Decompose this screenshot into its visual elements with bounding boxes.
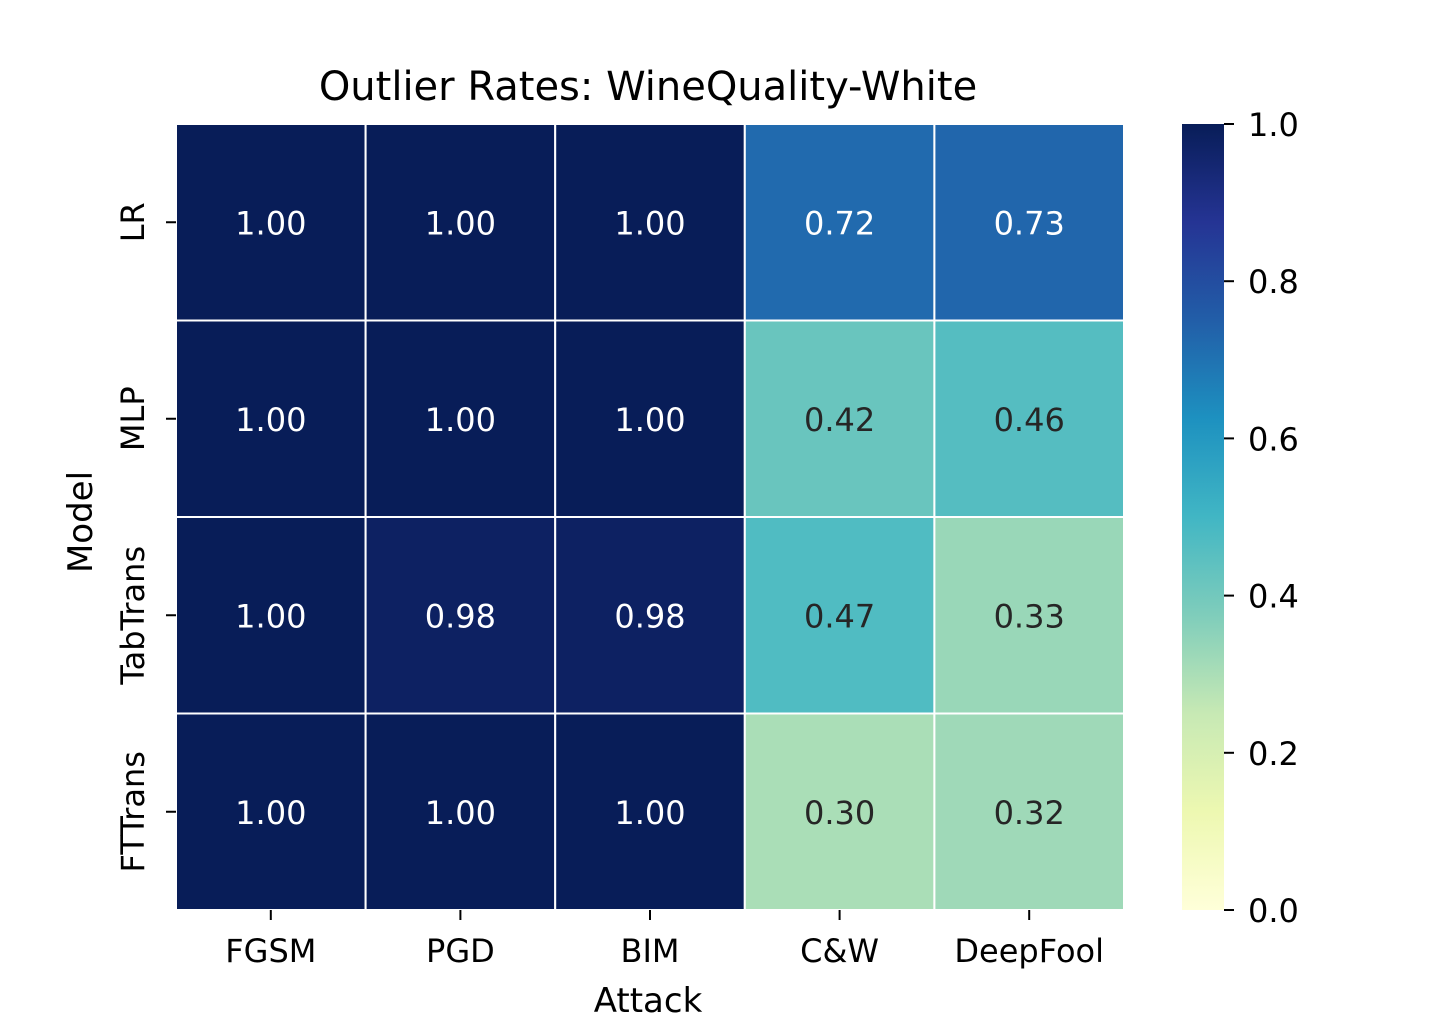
heatmap-cell — [554, 319, 746, 518]
heatmap-cell — [933, 319, 1126, 518]
y-tick-label: FTTrans — [114, 751, 152, 872]
y-axis-label: Model — [61, 471, 101, 573]
cell-value-label: 0.33 — [994, 597, 1065, 635]
heatmap-cell — [743, 123, 936, 322]
cell-value-label: 0.42 — [804, 401, 875, 439]
colorbar-tick-label: 0.6 — [1248, 420, 1299, 458]
colorbar-ticks: 0.0 0.2 0.4 0.6 0.8 1.0 — [1224, 106, 1299, 930]
cell-value-label: 0.47 — [804, 597, 875, 635]
cell-value-label: 0.98 — [425, 597, 496, 635]
cell-value-label: 1.00 — [235, 204, 306, 242]
x-tick-label: BIM — [621, 932, 680, 970]
heatmap-cells: 1.00 1.00 1.00 0.72 0.73 1.00 1.00 1.00 0.42 0.46… — [175, 123, 1126, 911]
colorbar — [1182, 124, 1224, 910]
heatmap-cell — [743, 516, 936, 715]
colorbar-tick-label: 0.2 — [1248, 735, 1299, 773]
colorbar-tick-label: 0.4 — [1248, 578, 1299, 616]
colorbar-tick-label: 1.0 — [1248, 106, 1299, 144]
cell-value-label: 1.00 — [425, 204, 496, 242]
heatmap-cell — [175, 123, 367, 322]
x-tick-label: C&W — [800, 932, 879, 970]
cell-value-label: 1.00 — [614, 794, 685, 832]
heatmap-cell — [364, 319, 557, 518]
x-axis-label: Attack — [594, 981, 703, 1021]
cell-value-label: 0.46 — [994, 401, 1065, 439]
heatmap-cell — [933, 712, 1126, 911]
heatmap-cell — [743, 319, 936, 518]
cell-value-label: 0.30 — [804, 794, 875, 832]
heatmap-cell — [554, 516, 746, 715]
cell-value-label: 1.00 — [425, 794, 496, 832]
cell-value-label: 0.73 — [994, 204, 1065, 242]
cell-value-label: 0.32 — [994, 794, 1065, 832]
colorbar-tick-label: 0.8 — [1248, 263, 1299, 301]
heatmap-cell — [364, 123, 557, 322]
y-axis-ticks: LR MLP TabTrans FTTrans — [114, 202, 176, 872]
y-tick-label: LR — [114, 202, 152, 242]
y-tick-label: TabTrans — [114, 546, 152, 686]
cell-value-label: 1.00 — [614, 204, 685, 242]
cell-value-label: 0.98 — [614, 597, 685, 635]
y-tick-label: MLP — [114, 386, 152, 451]
cell-value-label: 0.72 — [804, 204, 875, 242]
cell-value-label: 1.00 — [235, 794, 306, 832]
heatmap-cell — [364, 712, 557, 911]
heatmap-cell — [175, 712, 367, 911]
cell-value-label: 1.00 — [425, 401, 496, 439]
heatmap-cell — [554, 123, 746, 322]
chart-title: Outlier Rates: WineQuality-White — [319, 64, 977, 110]
heatmap-cell — [933, 516, 1126, 715]
cell-value-label: 1.00 — [614, 401, 685, 439]
colorbar-tick-label: 0.0 — [1248, 892, 1299, 930]
heatmap-cell — [554, 712, 746, 911]
heatmap-cell — [364, 516, 557, 715]
heatmap-cell — [743, 712, 936, 911]
cell-value-label: 1.00 — [235, 597, 306, 635]
x-tick-label: FGSM — [225, 932, 316, 970]
cell-value-label: 1.00 — [235, 401, 306, 439]
x-axis-ticks: FGSM PGD BIM C&W DeepFool — [225, 910, 1104, 970]
x-tick-label: DeepFool — [954, 932, 1104, 970]
x-tick-label: PGD — [426, 932, 495, 970]
